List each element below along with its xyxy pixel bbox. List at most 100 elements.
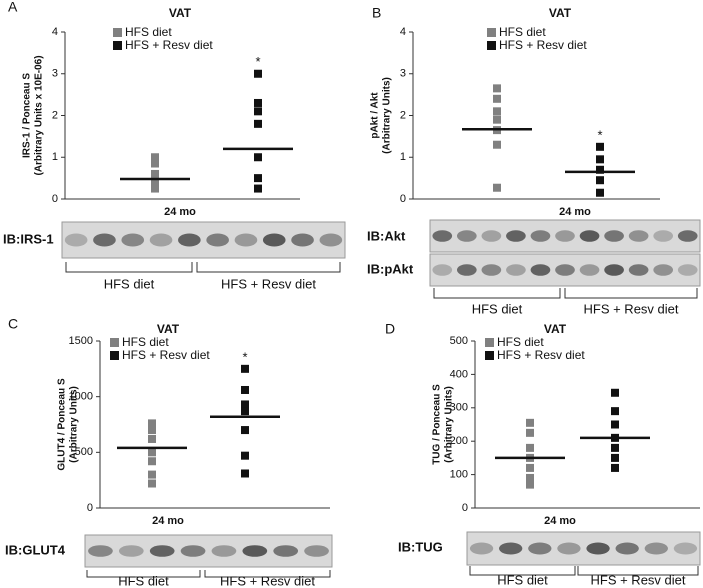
- data-point: [526, 443, 534, 452]
- legend-label: HFS diet: [497, 335, 544, 349]
- legend-label: HFS diet: [122, 335, 169, 349]
- blot-band: [528, 542, 552, 555]
- panel-letter: C: [8, 316, 18, 332]
- y-tick-label: 1: [400, 151, 406, 163]
- y-axis-label: (Arbitrary Units): [382, 77, 393, 154]
- y-tick-label: 2: [52, 109, 58, 121]
- legend-swatch: [485, 351, 494, 360]
- data-point: [241, 469, 249, 478]
- data-point: [254, 174, 262, 183]
- blot-band: [653, 264, 673, 276]
- y-axis-label: pAkt / Akt: [370, 92, 381, 139]
- data-point: [241, 400, 249, 409]
- x-axis-label: 24 mo: [152, 515, 184, 527]
- legend-swatch: [485, 338, 494, 347]
- legend-swatch: [110, 338, 119, 347]
- y-tick-label: 500: [75, 446, 93, 458]
- data-point: [151, 178, 159, 187]
- data-point: [596, 142, 604, 151]
- blot-band: [304, 545, 329, 557]
- blot-band: [178, 233, 201, 247]
- data-point: [526, 480, 534, 489]
- blot-band: [206, 233, 229, 247]
- group-label: HFS diet: [118, 573, 169, 588]
- group-bracket: [564, 288, 698, 299]
- blot-band: [615, 542, 639, 555]
- blot-band: [273, 545, 299, 557]
- data-point: [148, 457, 156, 466]
- blot-band: [530, 264, 551, 276]
- blot-band: [579, 264, 600, 276]
- data-point: [151, 159, 159, 168]
- data-point: [596, 165, 604, 174]
- blot-band: [530, 230, 551, 242]
- y-tick-label: 3: [400, 68, 406, 80]
- y-axis-label: (Arbitrary Units): [444, 386, 455, 463]
- legend-swatch: [487, 41, 496, 50]
- group-bracket: [86, 570, 201, 578]
- chart-title: VAT: [549, 6, 572, 20]
- data-point: [493, 84, 501, 93]
- y-tick-label: 4: [52, 26, 58, 38]
- data-point: [526, 428, 534, 437]
- data-point: [254, 69, 262, 78]
- blot-band: [64, 233, 88, 247]
- y-tick-label: 1500: [69, 335, 93, 347]
- data-point: [493, 107, 501, 116]
- significance-mark: *: [242, 349, 247, 364]
- y-tick-label: 100: [450, 469, 468, 481]
- legend-label: HFS diet: [499, 25, 546, 39]
- data-point: [148, 448, 156, 457]
- y-tick-label: 0: [462, 502, 468, 514]
- blot-band: [555, 230, 575, 242]
- legend-swatch: [487, 28, 496, 37]
- data-point: [148, 470, 156, 479]
- panel-letter: D: [385, 321, 395, 337]
- data-point: [526, 473, 534, 482]
- blot-band: [604, 230, 624, 242]
- y-axis-label: TUG / Ponceau S: [432, 384, 443, 465]
- legend-label: HFS + Resv diet: [497, 348, 585, 362]
- group-label: HFS + Resv diet: [583, 301, 678, 316]
- data-point: [611, 453, 619, 462]
- legend-swatch: [110, 351, 119, 360]
- data-point: [611, 407, 619, 416]
- y-tick-label: 500: [450, 335, 468, 347]
- blot-band: [262, 233, 286, 247]
- data-point: [611, 463, 619, 472]
- blot-band: [121, 233, 145, 247]
- blot-band: [481, 230, 502, 242]
- blot-band: [432, 230, 453, 242]
- blot-band: [149, 545, 175, 557]
- data-point: [148, 434, 156, 443]
- data-point: [241, 407, 249, 416]
- legend-label: HFS + Resv diet: [499, 38, 587, 52]
- blot-band: [319, 233, 343, 247]
- data-point: [254, 107, 262, 116]
- y-axis-label: (Arbitrary Units x 10E-06): [34, 55, 45, 175]
- data-point: [241, 426, 249, 435]
- blot-band: [242, 545, 268, 557]
- data-point: [611, 443, 619, 452]
- y-tick-label: 0: [400, 193, 406, 205]
- data-point: [611, 420, 619, 429]
- legend-swatch: [113, 28, 122, 37]
- y-tick-label: 300: [450, 402, 468, 414]
- blot-band: [653, 230, 673, 242]
- blot-band: [180, 545, 206, 557]
- data-point: [526, 463, 534, 472]
- blot-label: IB:IRS-1: [3, 231, 54, 246]
- group-label: HFS diet: [497, 572, 548, 587]
- blot-band: [499, 542, 523, 555]
- blot-band: [506, 230, 526, 242]
- blot-band: [506, 264, 526, 276]
- group-bracket: [469, 566, 576, 576]
- y-tick-label: 4: [400, 26, 406, 38]
- blot-label: IB:GLUT4: [5, 542, 66, 557]
- blot-band: [557, 542, 581, 555]
- chart-title: VAT: [169, 6, 192, 20]
- group-label: HFS + Resv diet: [221, 276, 316, 291]
- blot-label: IB:pAkt: [367, 261, 414, 276]
- data-point: [241, 385, 249, 394]
- data-point: [493, 140, 501, 149]
